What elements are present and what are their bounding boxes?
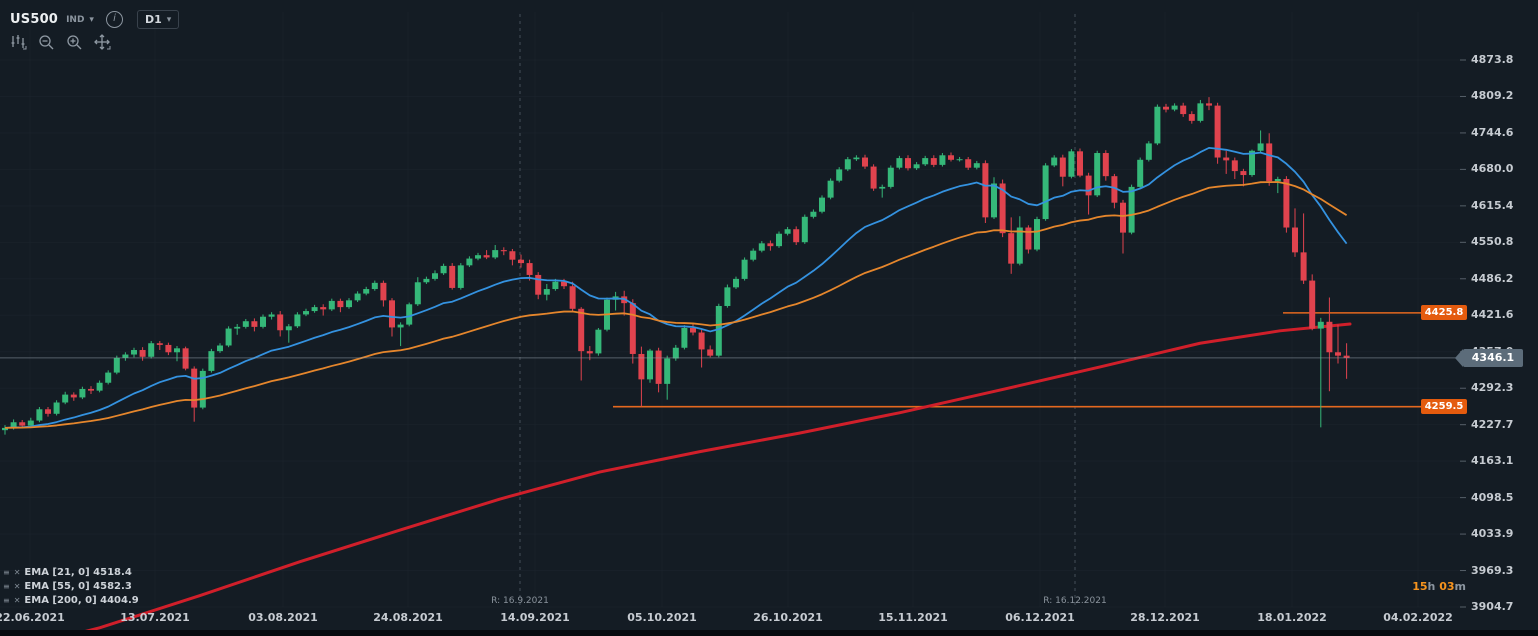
zoom-in-button[interactable] (64, 34, 84, 54)
zoom-in-icon (65, 33, 83, 55)
price-axis-label: 3904.7 (1471, 600, 1514, 613)
time-axis-label: 15.11.2021 (878, 611, 948, 624)
time-axis-label: 28.12.2021 (1130, 611, 1200, 624)
instrument-header: US500 IND ▾ i D1 ▾ (10, 10, 180, 29)
price-axis-label: 4873.8 (1471, 53, 1514, 66)
price-axis-label: 4809.2 (1471, 89, 1514, 103)
time-axis-label: 18.01.2022 (1257, 611, 1327, 624)
legend-row: ≡ ✕ EMA [200, 0] 4404.9 (3, 593, 139, 607)
legend-text: EMA [200, 0] 4404.9 (24, 594, 139, 606)
countdown-hours-unit: h (1427, 580, 1436, 593)
pan-button[interactable] (92, 34, 112, 54)
indicators-button[interactable] (8, 34, 28, 54)
time-axis-label: 24.08.2021 (373, 611, 443, 624)
indicator-settings-icon[interactable]: ≡ (3, 567, 10, 577)
timeframe-caret-icon: ▾ (166, 14, 172, 25)
rollover-label: R: 16.9.2021 (491, 596, 549, 606)
indicator-settings-icon[interactable]: ≡ (3, 581, 10, 591)
zoom-out-icon (37, 33, 55, 55)
price-axis-label: 4680.0 (1471, 162, 1514, 176)
legend-text: EMA [55, 0] 4582.3 (24, 580, 132, 592)
indicator-remove-icon[interactable]: ✕ (13, 581, 21, 591)
timeframe-value: D1 (144, 13, 162, 26)
pan-icon (93, 33, 111, 55)
market-type-label: IND (66, 14, 85, 25)
price-axis-label: 4292.3 (1471, 381, 1514, 395)
time-axis-label: 26.10.2021 (753, 611, 823, 624)
indicator-legend: ≡ ✕ EMA [21, 0] 4518.4 ≡ ✕ EMA [55, 0] 4582.3… (3, 565, 139, 607)
resistance-level-tag[interactable]: 4425.8 (1421, 305, 1467, 321)
countdown-minutes: 03 (1439, 580, 1455, 593)
indicator-settings-icon[interactable]: ≡ (3, 595, 10, 605)
time-axis-label: 03.08.2021 (248, 611, 318, 624)
rollover-label: R: 16.12.2021 (1043, 596, 1107, 606)
indicators-icon (9, 33, 27, 55)
price-axis-label: 4744.6 (1471, 125, 1514, 139)
price-axis-label: 3969.3 (1471, 563, 1514, 577)
time-axis-label: 13.07.2021 (120, 611, 190, 624)
price-axis-label: 4486.2 (1471, 271, 1514, 285)
legend-row: ≡ ✕ EMA [21, 0] 4518.4 (3, 565, 139, 579)
time-axis-label: 06.12.2021 (1005, 611, 1075, 624)
time-axis-label: 14.09.2021 (500, 611, 570, 624)
legend-text: EMA [21, 0] 4518.4 (24, 566, 132, 578)
time-axis-label: 22.06.2021 (0, 611, 65, 624)
candle-countdown: 15h 03m (1396, 580, 1466, 593)
price-axis-label: 4421.6 (1471, 308, 1514, 322)
chart-toolbar (8, 34, 112, 54)
legend-row: ≡ ✕ EMA [55, 0] 4582.3 (3, 579, 139, 593)
symbol-caret-icon[interactable]: ▾ (89, 14, 94, 25)
time-axis-label: 05.10.2021 (627, 611, 697, 624)
window-bottom-edge (0, 630, 1538, 636)
price-axis-label: 4163.1 (1471, 454, 1514, 468)
zoom-out-button[interactable] (36, 34, 56, 54)
timeframe-selector[interactable]: D1 ▾ (136, 10, 180, 29)
indicator-remove-icon[interactable]: ✕ (13, 595, 21, 605)
price-axis-label: 4033.9 (1471, 527, 1514, 541)
price-axis-label: 4615.4 (1471, 198, 1514, 212)
countdown-minutes-unit: m (1454, 580, 1466, 593)
info-icon[interactable]: i (105, 11, 123, 28)
current-price-tag: 4346.1 (1455, 348, 1523, 367)
countdown-hours: 15 (1412, 580, 1428, 593)
symbol-name[interactable]: US500 (10, 12, 59, 27)
price-axis-label: 4098.5 (1471, 490, 1514, 504)
price-axis-label: 4227.7 (1471, 417, 1514, 431)
indicator-remove-icon[interactable]: ✕ (13, 567, 21, 577)
price-axis-label: 4550.8 (1471, 235, 1514, 249)
time-axis-label: 04.02.2022 (1383, 611, 1453, 624)
support-level-tag[interactable]: 4259.5 (1421, 399, 1467, 415)
